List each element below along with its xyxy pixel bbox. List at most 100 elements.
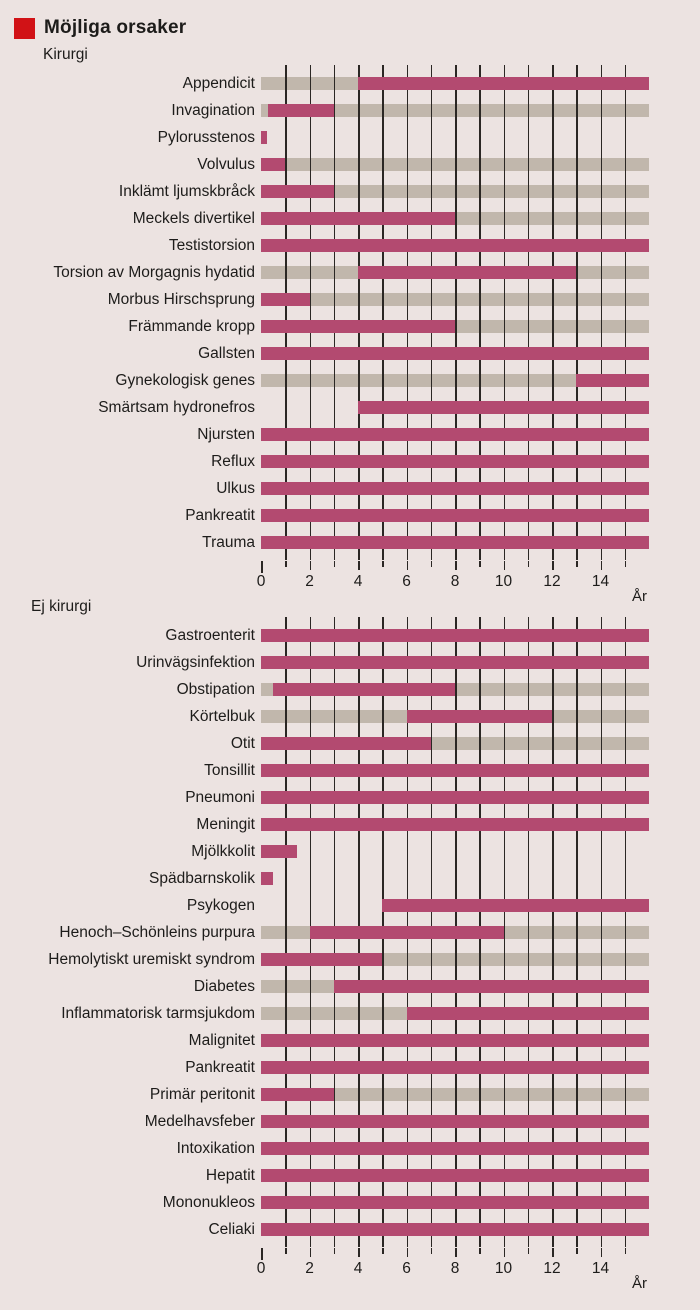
bar-segment-active <box>261 536 649 549</box>
chart-row: Körtelbuk <box>0 703 700 730</box>
chart-row: Njursten <box>0 421 700 448</box>
row-label: Trauma <box>202 534 255 551</box>
axis-tick-label: 8 <box>450 1260 460 1277</box>
bar-segment-active <box>261 428 649 441</box>
bar-segment-active <box>406 710 552 723</box>
row-track <box>261 448 649 475</box>
row-track <box>261 973 649 1000</box>
row-label: Henoch–Schönleins purpura <box>59 924 255 941</box>
chart-row: Smärtsam hydronefros <box>0 394 700 421</box>
row-track <box>261 757 649 784</box>
axis-tick <box>600 561 602 570</box>
row-track <box>261 649 649 676</box>
row-label: Njursten <box>197 426 255 443</box>
axis-tick <box>406 561 408 570</box>
axis-tick <box>552 1248 554 1257</box>
row-label: Invagination <box>171 102 255 119</box>
row-label: Inflammatorisk tarmsjukdom <box>61 1005 255 1022</box>
bar-segment-inactive <box>261 374 577 387</box>
bar-segment-active <box>261 293 310 306</box>
row-label: Urinvägsinfektion <box>136 654 255 671</box>
bar-segment-active <box>261 1223 649 1236</box>
chart-row: Diabetes <box>0 973 700 1000</box>
gridline <box>600 617 602 1247</box>
chart-row: Meckels divertikel <box>0 205 700 232</box>
row-track <box>261 1000 649 1027</box>
row-label: Mononukleos <box>162 1194 255 1211</box>
axis-tick <box>285 1248 287 1254</box>
row-label: Celiaki <box>208 1221 255 1238</box>
axis-tick <box>430 561 433 567</box>
row-track <box>261 946 649 973</box>
chart-row: Celiaki <box>0 1216 700 1243</box>
axis-tick <box>527 561 530 567</box>
gridline <box>624 65 627 560</box>
section-plot: Appendicit Invagination Pylorusstenos Volvu… <box>0 65 700 560</box>
row-track <box>261 97 649 124</box>
gridline <box>576 617 578 1247</box>
bar-segment-inactive <box>333 185 649 198</box>
axis-tick <box>309 561 311 570</box>
chart-row: Volvulus <box>0 151 700 178</box>
bar-segment-active <box>261 1088 334 1101</box>
axis-tick <box>624 561 627 567</box>
chart-row: Inflammatorisk tarmsjukdom <box>0 1000 700 1027</box>
bar-segment-inactive <box>382 953 649 966</box>
axis-tick <box>261 1248 263 1260</box>
bar-segment-active <box>261 656 649 669</box>
row-label: Spädbarnskolik <box>149 870 255 887</box>
row-track <box>261 865 649 892</box>
row-label: Otit <box>230 735 255 752</box>
axis-tick <box>430 1248 433 1254</box>
axis-tick <box>479 1248 481 1254</box>
gridline <box>552 65 554 560</box>
bar-segment-active <box>261 872 274 885</box>
row-track <box>261 178 649 205</box>
age-range-chart: Kirurgi Appendicit Invagination Pylorussten… <box>0 46 700 1292</box>
row-track <box>261 1216 649 1243</box>
row-track <box>261 232 649 259</box>
bar-segment-active <box>261 1115 649 1128</box>
chart-row: Pylorusstenos <box>0 124 700 151</box>
row-label: Pylorusstenos <box>157 129 255 146</box>
bar-segment-inactive <box>576 266 649 279</box>
axis-tick <box>455 561 457 570</box>
chart-title: Möjliga orsaker <box>44 17 187 38</box>
chart-row: Obstipation <box>0 676 700 703</box>
row-label: Mjölkkolit <box>191 843 255 860</box>
axis-tick <box>261 561 263 573</box>
bar-segment-active <box>261 1142 649 1155</box>
gridline <box>552 617 554 1247</box>
bar-segment-active <box>358 401 649 414</box>
axis-tick <box>576 1248 578 1254</box>
bar-segment-active <box>261 455 649 468</box>
bar-segment-active <box>261 818 649 831</box>
bar-segment-active <box>309 926 504 939</box>
axis-tick <box>358 561 360 570</box>
chart-row: Pankreatit <box>0 502 700 529</box>
row-track <box>261 475 649 502</box>
bar-segment-active <box>261 509 649 522</box>
gridline <box>600 65 602 560</box>
gridline <box>479 65 481 560</box>
axis-tick-label: 2 <box>305 573 314 590</box>
chart-row: Torsion av Morgagnis hydatid <box>0 259 700 286</box>
chart-row: Inklämt ljumskbråck <box>0 178 700 205</box>
row-label: Pankreatit <box>185 1059 255 1076</box>
axis-tick <box>333 1248 336 1254</box>
axis-tick-label: 4 <box>353 1260 363 1277</box>
bar-segment-active <box>261 320 455 333</box>
chart-row: Tonsillit <box>0 757 700 784</box>
row-track <box>261 1081 649 1108</box>
chart-row: Reflux <box>0 448 700 475</box>
chart-row: Gastroenterit <box>0 622 700 649</box>
bar-segment-inactive <box>285 158 649 171</box>
axis-tick <box>455 1248 457 1257</box>
row-track <box>261 502 649 529</box>
gridline <box>527 65 530 560</box>
row-label: Reflux <box>211 453 255 470</box>
chart-row: Gynekologisk genes <box>0 367 700 394</box>
row-label: Främmande kropp <box>128 318 255 335</box>
chart-row: Gallsten <box>0 340 700 367</box>
chart-row: Intoxikation <box>0 1135 700 1162</box>
